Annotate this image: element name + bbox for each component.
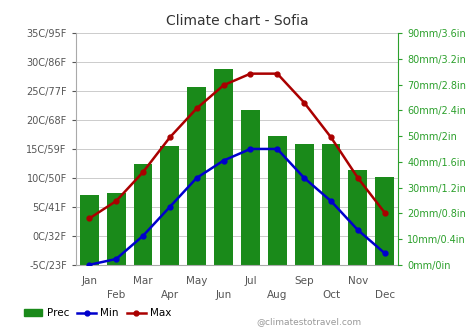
Text: Apr: Apr	[161, 290, 179, 300]
Bar	[214, 69, 233, 265]
Text: Jun: Jun	[216, 290, 232, 300]
Text: Dec: Dec	[374, 290, 395, 300]
Bar	[295, 144, 313, 265]
Title: Climate chart - Sofia: Climate chart - Sofia	[166, 14, 308, 28]
Text: Nov: Nov	[348, 276, 368, 286]
Bar	[348, 169, 367, 265]
Bar	[268, 136, 287, 265]
Bar	[187, 87, 206, 265]
Text: May: May	[186, 276, 208, 286]
Text: Mar: Mar	[133, 276, 153, 286]
Bar	[321, 144, 340, 265]
Legend: Prec, Min, Max: Prec, Min, Max	[19, 304, 175, 322]
Text: Feb: Feb	[107, 290, 125, 300]
Text: Aug: Aug	[267, 290, 287, 300]
Bar	[375, 177, 394, 265]
Bar	[80, 195, 99, 265]
Bar	[241, 110, 260, 265]
Bar	[107, 193, 126, 265]
Bar	[134, 165, 152, 265]
Text: Jul: Jul	[244, 276, 257, 286]
Text: Oct: Oct	[322, 290, 340, 300]
Text: Sep: Sep	[294, 276, 314, 286]
Bar	[160, 146, 179, 265]
Text: @climatestotravel.com: @climatestotravel.com	[256, 317, 361, 326]
Text: Jan: Jan	[81, 276, 97, 286]
